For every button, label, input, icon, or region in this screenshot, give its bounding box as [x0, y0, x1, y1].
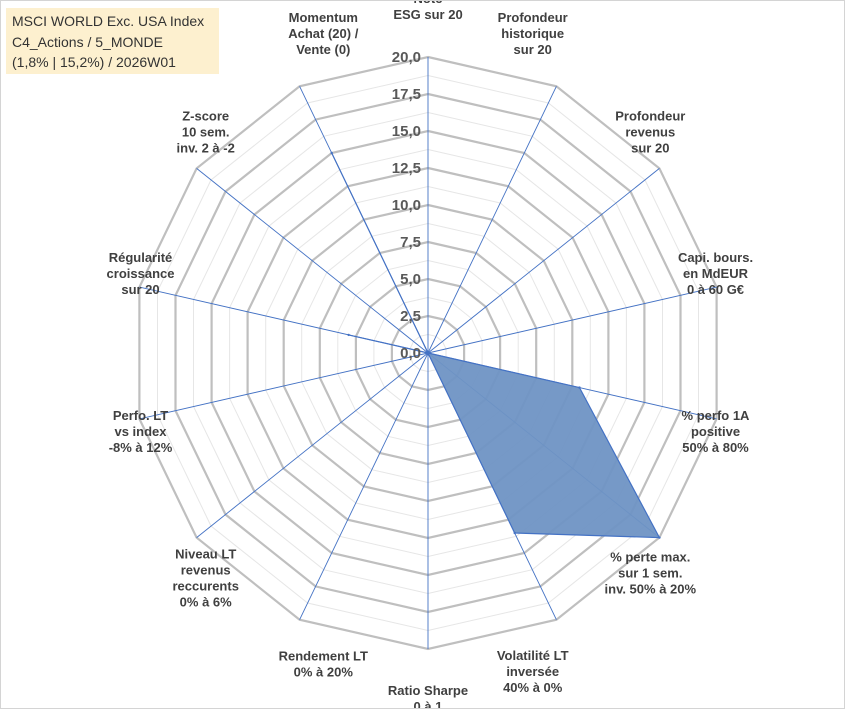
radar-axis-label: Régularité croissance sur 20	[107, 250, 175, 297]
radar-tick-label: 7,5	[400, 234, 421, 251]
radar-axis-label: Volatilité LT inversée 40% à 0%	[497, 648, 569, 695]
radar-tick-label: 0,0	[400, 345, 421, 362]
radar-spoke	[427, 86, 557, 354]
radar-axis-label: Profondeur historique sur 20	[498, 10, 568, 57]
radar-axis-label: Ratio Sharpe 0 à 1	[388, 683, 468, 708]
radar-spoke	[299, 352, 429, 620]
radar-axis-label: % perte max. sur 1 sem. inv. 50% à 20%	[605, 550, 697, 597]
radar-spoke	[427, 286, 717, 354]
radar-axis-label: Z-score 10 sem. inv. 2 à -2	[177, 108, 235, 155]
radar-spoke	[196, 352, 429, 538]
chart-title-line-2: C4_Actions / 5_MONDE	[12, 33, 163, 50]
radar-axis-label: % perfo 1A positive 50% à 80%	[682, 408, 751, 455]
radar-tick-label: 17,5	[392, 86, 421, 103]
radar-point	[347, 333, 350, 337]
radar-tick-label: 20,0	[392, 49, 421, 66]
radar-spoke	[196, 168, 429, 354]
radar-point	[330, 151, 333, 155]
radar-tick-label: 12,5	[392, 160, 421, 177]
radar-axis-label: Momentum Achat (20) / Vente (0)	[288, 10, 358, 57]
radar-axis-label: Profondeur revenus sur 20	[615, 108, 685, 155]
radar-tick-label: 2,5	[400, 308, 421, 325]
radar-tick-labels: 0,0 2,5 5,0 7,5 10,0 12,5 15,0 17,5 20,0	[392, 49, 421, 362]
radar-tick-label: 10,0	[392, 197, 421, 214]
radar-tick-label: 5,0	[400, 271, 421, 288]
radar-point	[578, 386, 581, 389]
radar-point	[658, 536, 661, 539]
chart-title-line-1: MSCI WORLD Exc. USA Index	[12, 13, 205, 29]
radar-axis-label: Perfo. LT vs index -8% à 12%	[109, 408, 173, 455]
chart-title-box: MSCI WORLD Exc. USA Index C4_Actions / 5…	[6, 8, 219, 74]
radar-tick-label: 15,0	[392, 123, 421, 140]
radar-series	[330, 151, 661, 539]
radar-spoke	[139, 352, 429, 420]
radar-point	[513, 531, 516, 535]
radar-axis-label: Rendement LT 0% à 20%	[279, 649, 368, 680]
radar-axis-label: Niveau LT revenus reccurents 0% à 6%	[172, 547, 238, 610]
radar-axis-label: Capi. bours. en MdEUR 0 à 60 G€	[678, 250, 753, 297]
chart-title-line-3: (1,8% | 15,2%) / 2026W01	[12, 54, 176, 70]
radar-spoke	[427, 168, 660, 354]
radar-point	[426, 351, 430, 355]
radar-series-area	[331, 152, 661, 539]
radar-axis-label: NoteESG sur 20	[393, 1, 462, 22]
